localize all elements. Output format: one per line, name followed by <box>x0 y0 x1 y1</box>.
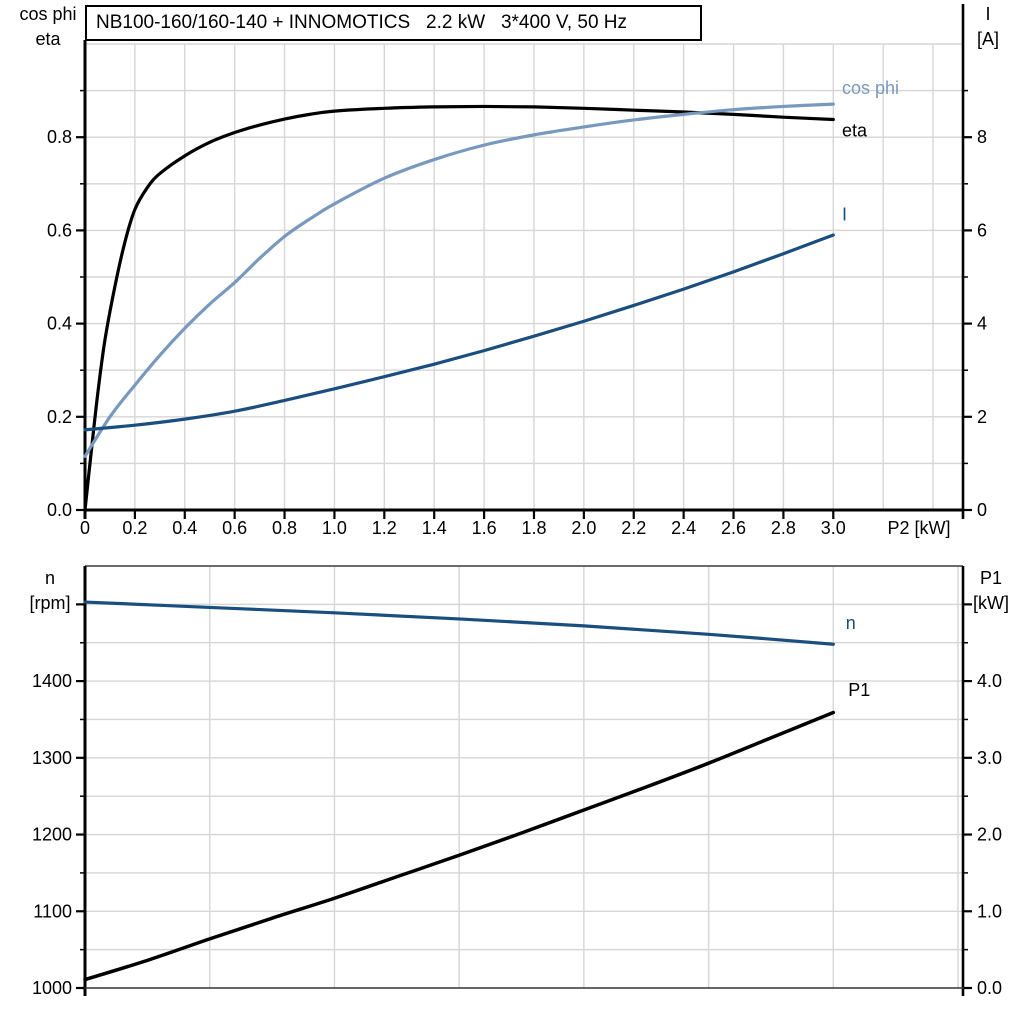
axis-title-eta: eta <box>35 29 61 49</box>
curve-current <box>83 233 835 432</box>
right-axis-tick-label: 0 <box>977 500 987 520</box>
x-axis-tick-label: 2.0 <box>571 518 596 538</box>
top-right-axis-title: I [A] <box>950 2 1024 52</box>
curve-label-current: I <box>842 205 847 225</box>
x-axis-tick-label: 1.0 <box>322 518 347 538</box>
x-axis-tick-label: 0.2 <box>122 518 147 538</box>
right-axis-tick-label: 2 <box>977 407 987 427</box>
curve-label-cos-phi: cos phi <box>842 78 899 98</box>
x-axis-title: P2 [kW] <box>887 518 950 538</box>
right-axis-tick-label: 2.0 <box>977 825 1002 845</box>
axis-title-P1: P1 <box>979 568 1003 588</box>
x-axis-tick-label: 0.6 <box>222 518 247 538</box>
axis-title-I: I <box>985 4 991 24</box>
chart-title: NB100-160/160-140 + INNOMOTICS 2.2 kW 3*… <box>96 12 628 33</box>
curve-input-power <box>83 710 836 982</box>
left-axis-tick-label: 1200 <box>32 825 72 845</box>
x-axis-tick-label: 1.6 <box>472 518 497 538</box>
axis-title-n: n <box>44 568 55 588</box>
curve-cos-phi <box>83 102 835 459</box>
right-axis-tick-label: 0.0 <box>977 978 1002 998</box>
x-axis-tick-label: 2.2 <box>621 518 646 538</box>
axis-title-kW-unit: [kW] <box>973 593 1009 613</box>
x-axis-tick-label: 2.4 <box>671 518 696 538</box>
right-axis-tick-label: 6 <box>977 220 987 240</box>
left-axis-tick-label: 0.2 <box>47 407 72 427</box>
left-axis-tick-label: 0.0 <box>47 500 72 520</box>
right-axis-tick-label: 4.0 <box>977 671 1002 691</box>
left-axis-tick-label: 0.8 <box>47 127 72 147</box>
x-axis-tick-label: 2.6 <box>721 518 746 538</box>
right-axis-tick-label: 4 <box>977 314 987 334</box>
top-left-axis-title: cos phi eta <box>8 2 88 52</box>
x-axis-tick-label: 0 <box>80 518 90 538</box>
curve-speed <box>83 600 835 646</box>
x-axis-tick-label: 1.8 <box>521 518 546 538</box>
right-axis-tick-label: 3.0 <box>977 748 1002 768</box>
x-axis-tick-label: 1.2 <box>372 518 397 538</box>
curve-label-eta: eta <box>842 121 868 141</box>
left-axis-tick-label: 1000 <box>32 978 72 998</box>
x-axis-tick-label: 2.8 <box>771 518 796 538</box>
left-axis-tick-label: 0.6 <box>47 220 72 240</box>
left-axis-tick-label: 1300 <box>32 748 72 768</box>
bottom-left-axis-title: n [rpm] <box>10 566 90 616</box>
x-axis-tick-label: 0.4 <box>172 518 197 538</box>
x-axis-tick-label: 0.8 <box>272 518 297 538</box>
left-axis-tick-label: 1100 <box>33 901 72 921</box>
right-axis-tick-label: 8 <box>977 127 987 147</box>
axis-title-rpm-unit: [rpm] <box>29 593 71 613</box>
curve-label-input-power: P1 <box>848 680 870 700</box>
curve-label-speed: n <box>846 613 856 633</box>
x-axis-tick-label: 1.4 <box>422 518 447 538</box>
x-axis-tick-label: 3.0 <box>821 518 846 538</box>
chart-title-box: NB100-160/160-140 + INNOMOTICS 2.2 kW 3*… <box>85 5 702 41</box>
curve-eta <box>83 104 835 512</box>
left-axis-tick-label: 0.4 <box>47 314 72 334</box>
left-axis-tick-label: 1400 <box>32 671 72 691</box>
axis-title-A-unit: [A] <box>976 29 999 49</box>
bottom-right-axis-title: P1 [kW] <box>953 566 1024 616</box>
axis-title-cos-phi: cos phi <box>19 4 77 24</box>
right-axis-tick-label: 1.0 <box>977 901 1002 921</box>
